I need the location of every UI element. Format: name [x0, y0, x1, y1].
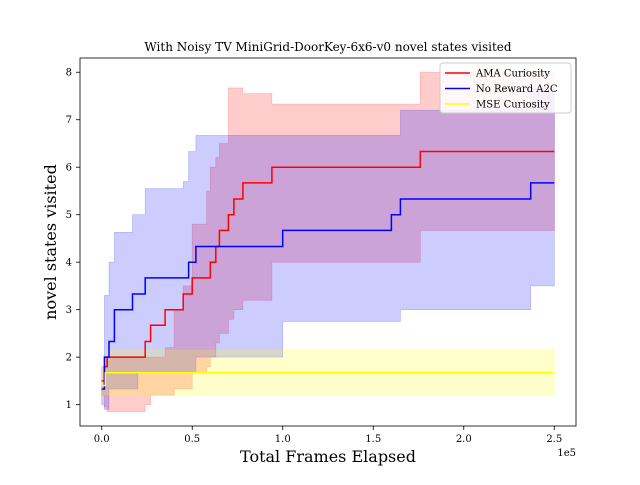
y-tick-label: 3: [66, 305, 72, 316]
legend-box: [439, 62, 572, 114]
legend: AMA Curiosity No Reward A2C MSE Curiosity: [439, 62, 572, 114]
y-axis-ticks: 1 2 3 4 5 6 7 8: [66, 68, 80, 411]
x-axis-label: Total Frames Elapsed: [240, 447, 416, 466]
line-series-1: [101, 182, 555, 390]
y-tick-label: 2: [66, 353, 72, 364]
legend-label-0: AMA Curiosity: [475, 69, 550, 80]
chart-title: With Noisy TV MiniGrid-DoorKey-6x6-v0 no…: [144, 40, 511, 54]
x-tick-label: 0.0: [94, 434, 110, 445]
line-series-0: [101, 150, 555, 382]
legend-label-1: No Reward A2C: [476, 84, 558, 95]
y-tick-label: 7: [66, 115, 72, 126]
line-series-2: [101, 372, 555, 387]
x-tick-label: 2.0: [456, 434, 472, 445]
y-tick-label: 4: [66, 258, 72, 269]
y-tick-label: 8: [66, 68, 72, 79]
x-axis-ticks: 0.0 0.5 1.0 1.5 2.0 2.5: [94, 426, 562, 445]
x-tick-label: 2.5: [546, 434, 562, 445]
x-tick-label: 1.5: [365, 434, 381, 445]
x-tick-label: 0.5: [184, 434, 200, 445]
y-axis-label: novel states visited: [41, 164, 60, 320]
plot-frame: [79, 57, 577, 427]
y-tick-label: 1: [66, 400, 72, 411]
x-tick-label: 1.0: [275, 434, 291, 445]
legend-label-2: MSE Curiosity: [476, 100, 550, 111]
y-tick-label: 5: [66, 210, 72, 221]
x-axis-offset-label: 1e5: [557, 448, 576, 459]
y-tick-label: 6: [66, 163, 72, 174]
series-lines: [101, 150, 555, 390]
confidence-bands: [101, 71, 555, 413]
